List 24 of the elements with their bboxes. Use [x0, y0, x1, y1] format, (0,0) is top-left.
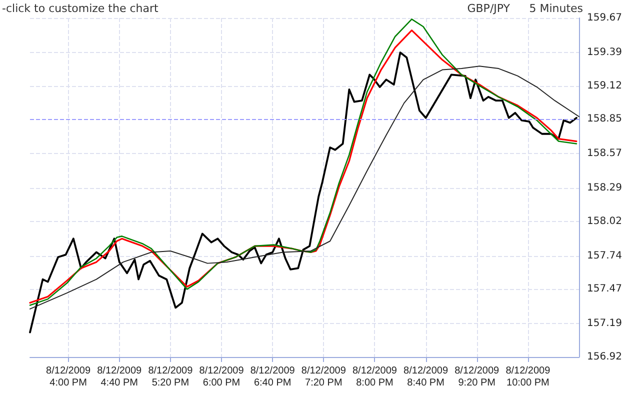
- text: -click to customize the chart: [2, 2, 160, 15]
- y-tick-label: 159.67: [587, 12, 622, 24]
- y-tick-label: 157.74: [587, 250, 622, 262]
- x-tick-label: 8/12/2009 10:00 PM: [506, 366, 551, 388]
- y-tick-label: 158.29: [587, 182, 622, 194]
- y-tick-label: 158.02: [587, 216, 622, 227]
- x-tick-label: 8/12/2009 9:20 PM: [454, 366, 500, 388]
- y-tick-label: 157.47: [587, 284, 622, 295]
- x-tick-label: 8/12/2009 8:00 PM: [352, 366, 398, 388]
- text: 5 Minutes: [529, 2, 584, 15]
- y-tick-label: 157.19: [587, 318, 622, 330]
- y-tick-label: 156.92: [587, 352, 622, 362]
- x-tick-label: 8/12/2009 4:00 PM: [46, 366, 91, 388]
- y-tick-label: 158.85: [587, 114, 622, 125]
- text: GBP/JPY: [467, 2, 510, 15]
- y-tick-label: 159.12: [587, 80, 622, 92]
- y-tick-label: 159.39: [587, 47, 622, 58]
- x-tick-label: 8/12/2009 6:00 PM: [199, 366, 244, 388]
- x-tick-label: 8/12/2009 7:20 PM: [301, 366, 346, 388]
- x-tick-label: 8/12/2009 5:20 PM: [148, 366, 194, 388]
- x-tick-label: 8/12/2009 8:40 PM: [404, 366, 448, 388]
- y-tick-label: 158.57: [587, 148, 622, 160]
- x-tick-label: 8/12/2009 6:40 PM: [250, 366, 296, 388]
- x-tick-label: 8/12/2009 4:40 PM: [97, 366, 142, 388]
